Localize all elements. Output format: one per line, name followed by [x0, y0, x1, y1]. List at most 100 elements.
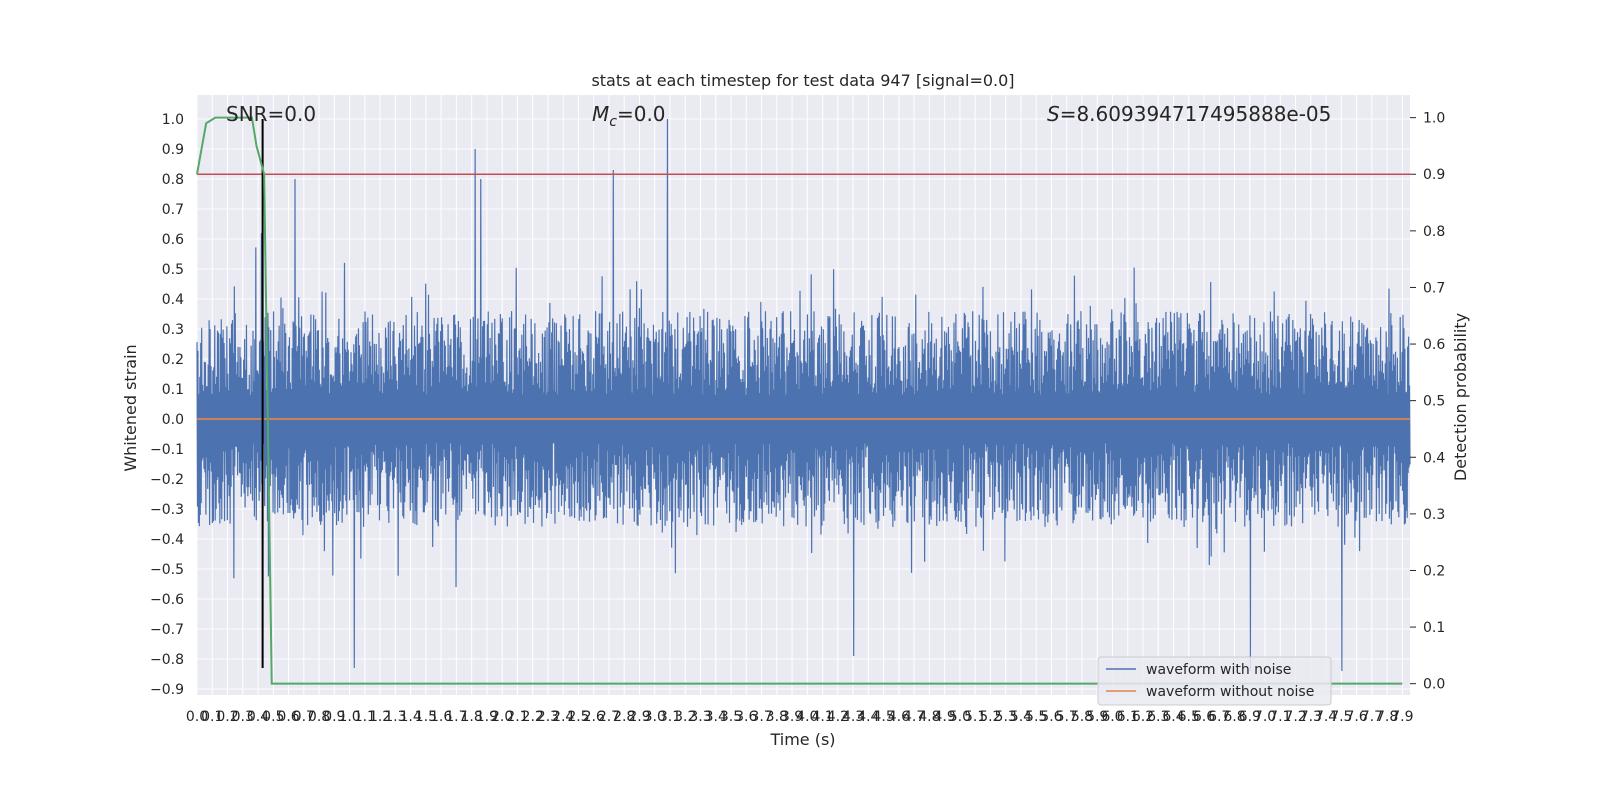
x-tick-label: 7.7: [1361, 709, 1383, 725]
x-tick-label: 3.2: [674, 709, 696, 725]
x-tick-label: 5.0: [949, 709, 971, 725]
y2-tick-label: 0.4: [1423, 450, 1445, 466]
x-tick-label: 2.0: [491, 709, 513, 725]
y2-tick-label: 0.8: [1423, 224, 1445, 240]
x-tick-label: 7.8: [1376, 709, 1398, 725]
x-tick-label: 0.3: [232, 709, 254, 725]
x-tick-label: 5.7: [1056, 709, 1078, 725]
x-tick-label: 1.4: [399, 709, 421, 725]
x-tick-label: 6.9: [1239, 709, 1261, 725]
x-tick-label: 6.2: [1132, 709, 1154, 725]
x-tick-label: 0.0: [186, 709, 208, 725]
x-tick-label: 3.0: [644, 709, 666, 725]
y2-tick-label: 0.5: [1423, 394, 1445, 410]
x-tick-label: 1.1: [354, 709, 376, 725]
y-tick-label: 0.4: [162, 292, 184, 308]
x-tick-label: 4.3: [842, 709, 864, 725]
y-tick-label: 0.0: [162, 412, 184, 428]
y2-axis-ticks: 0.0 0.1 0.2 0.3 0.4 0.5 0.6 0.7 0.8 0.9 1.0: [1410, 111, 1445, 693]
x-tick-label: 1.8: [461, 709, 483, 725]
x-tick-label: 2.3: [537, 709, 559, 725]
y2-tick-label: 0.1: [1423, 620, 1445, 636]
x-tick-label: 0.4: [247, 709, 269, 725]
s-symbol: S: [1047, 102, 1060, 126]
x-tick-label: 7.4: [1315, 709, 1337, 725]
x-tick-label: 3.1: [659, 709, 681, 725]
y-tick-label: −0.1: [150, 442, 184, 458]
x-tick-label: 2.2: [522, 709, 544, 725]
x-tick-label: 4.1: [811, 709, 833, 725]
snr-annotation: SNR=0.0: [226, 102, 316, 126]
x-tick-label: 0.5: [262, 709, 284, 725]
chirp-mass-value: =0.0: [617, 102, 666, 126]
waveform-with-noise-line: [196, 118, 1411, 672]
y2-tick-label: 0.3: [1423, 507, 1445, 523]
x-tick-label: 1.9: [476, 709, 498, 725]
y2-tick-label: 0.0: [1423, 677, 1445, 693]
y-tick-label: 0.1: [162, 382, 184, 398]
s-value: =8.609394717495888e-05: [1060, 102, 1332, 126]
x-tick-label: 3.9: [781, 709, 803, 725]
x-tick-label: 4.0: [796, 709, 818, 725]
x-tick-label: 4.5: [872, 709, 894, 725]
y-tick-label: −0.8: [150, 652, 184, 668]
x-tick-label: 0.7: [293, 709, 315, 725]
x-tick-label: 2.6: [583, 709, 605, 725]
x-tick-label: 5.6: [1040, 709, 1062, 725]
overlay-lines: [196, 116, 1410, 685]
y2-tick-label: 0.7: [1423, 280, 1445, 296]
s-annotation: S=8.609394717495888e-05: [1047, 102, 1331, 126]
x-tick-label: 0.8: [308, 709, 330, 725]
x-tick-label: 1.7: [445, 709, 467, 725]
x-tick-label: 2.1: [506, 709, 528, 725]
x-tick-label: 5.3: [995, 709, 1017, 725]
y-tick-label: 0.8: [162, 172, 184, 188]
series-waveform-with-noise: [196, 118, 1411, 672]
x-tick-label: 1.6: [430, 709, 452, 725]
y-tick-label: 0.6: [162, 232, 184, 248]
legend-label-without-noise: waveform without noise: [1146, 684, 1314, 700]
y-tick-label: 0.7: [162, 202, 184, 218]
x-tick-label: 5.2: [979, 709, 1001, 725]
x-tick-label: 0.6: [277, 709, 299, 725]
x-tick-label: 1.3: [384, 709, 406, 725]
x-tick-label: 6.1: [1117, 709, 1139, 725]
x-tick-label: 4.9: [934, 709, 956, 725]
x-tick-label: 7.2: [1284, 709, 1306, 725]
y-tick-label: 1.0: [162, 112, 184, 128]
x-tick-label: 3.6: [735, 709, 757, 725]
y-tick-label: 0.9: [162, 142, 184, 158]
chart-title: stats at each timestep for test data 947…: [591, 71, 1014, 90]
x-tick-label: 3.7: [750, 709, 772, 725]
x-tick-label: 3.8: [766, 709, 788, 725]
x-tick-label: 1.5: [415, 709, 437, 725]
y-axis-title: Whitened strain: [121, 344, 140, 471]
x-tick-label: 6.3: [1147, 709, 1169, 725]
y2-tick-label: 1.0: [1423, 111, 1445, 127]
y-tick-label: 0.3: [162, 322, 184, 338]
y2-tick-label: 0.6: [1423, 337, 1445, 353]
legend-label-with-noise: waveform with noise: [1146, 662, 1291, 678]
y-tick-label: −0.6: [150, 592, 184, 608]
x-tick-label: 7.5: [1330, 709, 1352, 725]
x-tick-label: 6.0: [1101, 709, 1123, 725]
x-tick-label: 6.4: [1162, 709, 1184, 725]
chirp-mass-annotation: Mc=0.0: [592, 102, 666, 130]
x-tick-label: 2.5: [567, 709, 589, 725]
y-tick-label: −0.3: [150, 502, 184, 518]
x-tick-label: 4.8: [918, 709, 940, 725]
chirp-mass-symbol: M: [592, 102, 609, 126]
x-tick-label: 7.1: [1269, 709, 1291, 725]
y2-tick-label: 0.2: [1423, 563, 1445, 579]
x-tick-label: 2.9: [628, 709, 650, 725]
x-tick-label: 7.0: [1254, 709, 1276, 725]
detection-probability-line: [196, 116, 1403, 685]
x-tick-label: 5.1: [964, 709, 986, 725]
x-tick-label: 5.8: [1071, 709, 1093, 725]
y-tick-label: 0.2: [162, 352, 184, 368]
y2-tick-label: 0.9: [1423, 167, 1445, 183]
legend: waveform with noise waveform without noi…: [1097, 656, 1332, 706]
y2-axis-title: Detection probability: [1451, 313, 1470, 481]
